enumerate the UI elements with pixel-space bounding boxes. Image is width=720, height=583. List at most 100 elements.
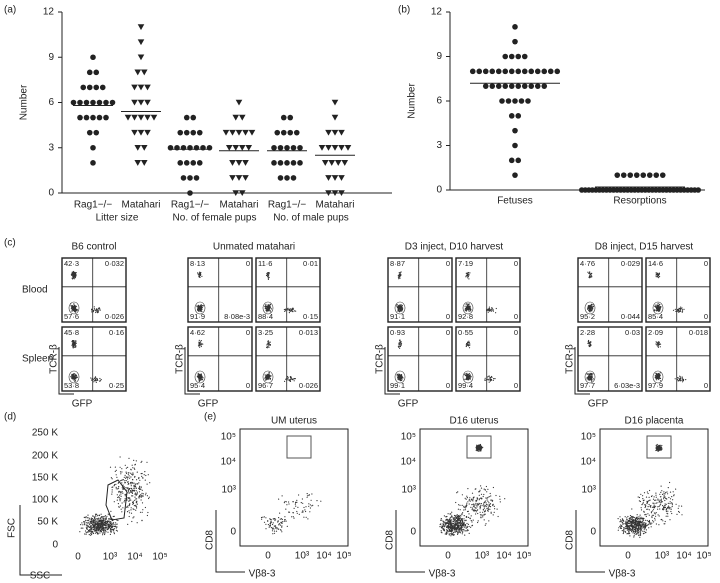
y-tick-label: 0: [436, 185, 442, 196]
data-point: [134, 69, 142, 76]
density-dot: [270, 527, 272, 529]
density-dot: [126, 487, 128, 489]
density-dot: [484, 489, 487, 491]
density-contour: [584, 370, 596, 384]
density-dot: [124, 493, 126, 496]
data-point: [331, 129, 339, 136]
density-dot: [113, 528, 115, 530]
density-dot: [681, 311, 683, 313]
density-dot: [119, 491, 121, 493]
density-dot: [465, 303, 467, 305]
density-dot: [588, 379, 590, 381]
density-dot: [664, 507, 666, 509]
density-dot: [302, 510, 304, 512]
x-axis-label: GFP: [198, 399, 219, 410]
density-dot: [486, 309, 488, 311]
density-dot: [95, 518, 97, 520]
data-point: [77, 99, 83, 106]
density-dot: [198, 374, 200, 376]
density-dot: [127, 483, 129, 485]
data-point: [137, 114, 145, 121]
density-dot: [402, 308, 404, 310]
density-dot: [446, 518, 448, 521]
data-point: [325, 175, 332, 181]
density-dot: [467, 277, 469, 279]
density-dot: [290, 308, 292, 310]
density-dot: [484, 504, 486, 506]
density-dot: [135, 487, 137, 489]
data-point: [521, 53, 528, 60]
density-dot: [483, 488, 485, 490]
density-dot: [454, 522, 456, 524]
density-dot: [398, 311, 401, 313]
density-dot: [468, 307, 470, 309]
density-dot: [652, 506, 654, 508]
density-dot: [455, 501, 457, 504]
density-dot: [116, 530, 118, 532]
density-dot: [136, 507, 138, 509]
panel-label: (a): [4, 5, 16, 16]
density-dot: [639, 500, 642, 503]
flow-plot-frame: [455, 326, 521, 392]
density-dot: [618, 527, 620, 529]
density-dot: [201, 275, 203, 277]
data-point: [137, 54, 145, 61]
density-dot: [652, 508, 655, 510]
density-dot: [670, 508, 672, 510]
density-dot: [440, 530, 442, 532]
data-point: [287, 129, 294, 136]
density-dot: [468, 525, 470, 528]
density-dot: [634, 520, 636, 522]
density-contour: [462, 370, 474, 384]
density-dot: [681, 309, 684, 311]
density-dot: [680, 379, 682, 381]
density-dot: [128, 515, 130, 518]
data-point: [90, 144, 96, 151]
flow-plot-frame: [645, 326, 711, 392]
density-dot: [72, 374, 74, 377]
density-dot: [486, 508, 488, 510]
density-dot: [399, 374, 401, 376]
density-dot: [401, 306, 403, 308]
panel-label: (e): [204, 412, 216, 423]
density-dot: [636, 533, 638, 535]
density-dot: [465, 530, 467, 532]
density-dot: [649, 505, 651, 507]
data-point: [242, 160, 249, 166]
density-dot: [399, 347, 401, 349]
density-dot: [140, 473, 142, 475]
density-dot: [663, 498, 665, 500]
density-dot: [202, 305, 204, 307]
density-dot: [460, 523, 462, 525]
density-dot: [267, 377, 269, 379]
density-dot: [90, 377, 92, 379]
panel-label: (b): [398, 5, 410, 16]
density-dot: [469, 306, 471, 308]
density-dot: [128, 472, 130, 474]
density-dot: [643, 511, 645, 513]
density-dot: [443, 522, 445, 524]
density-dot: [284, 380, 286, 382]
density-dot: [459, 514, 461, 516]
density-dot: [631, 527, 634, 529]
density-dot: [464, 520, 466, 522]
density-dot: [118, 496, 120, 498]
density-dot: [101, 521, 104, 524]
density-dot: [130, 472, 132, 474]
density-dot: [453, 521, 455, 523]
density-dot: [471, 507, 474, 509]
density-dot: [633, 536, 635, 538]
data-point: [331, 190, 339, 196]
density-dot: [651, 514, 653, 516]
density-dot: [123, 476, 125, 478]
density-dot: [106, 522, 108, 525]
density-dot: [101, 524, 103, 526]
density-dot: [488, 496, 490, 498]
density-dot: [586, 376, 588, 379]
density-dot: [468, 379, 470, 381]
density-dot: [466, 526, 468, 528]
density-dot: [453, 531, 455, 534]
data-point: [284, 175, 290, 181]
density-dot: [475, 499, 477, 502]
density-dot: [199, 276, 201, 278]
